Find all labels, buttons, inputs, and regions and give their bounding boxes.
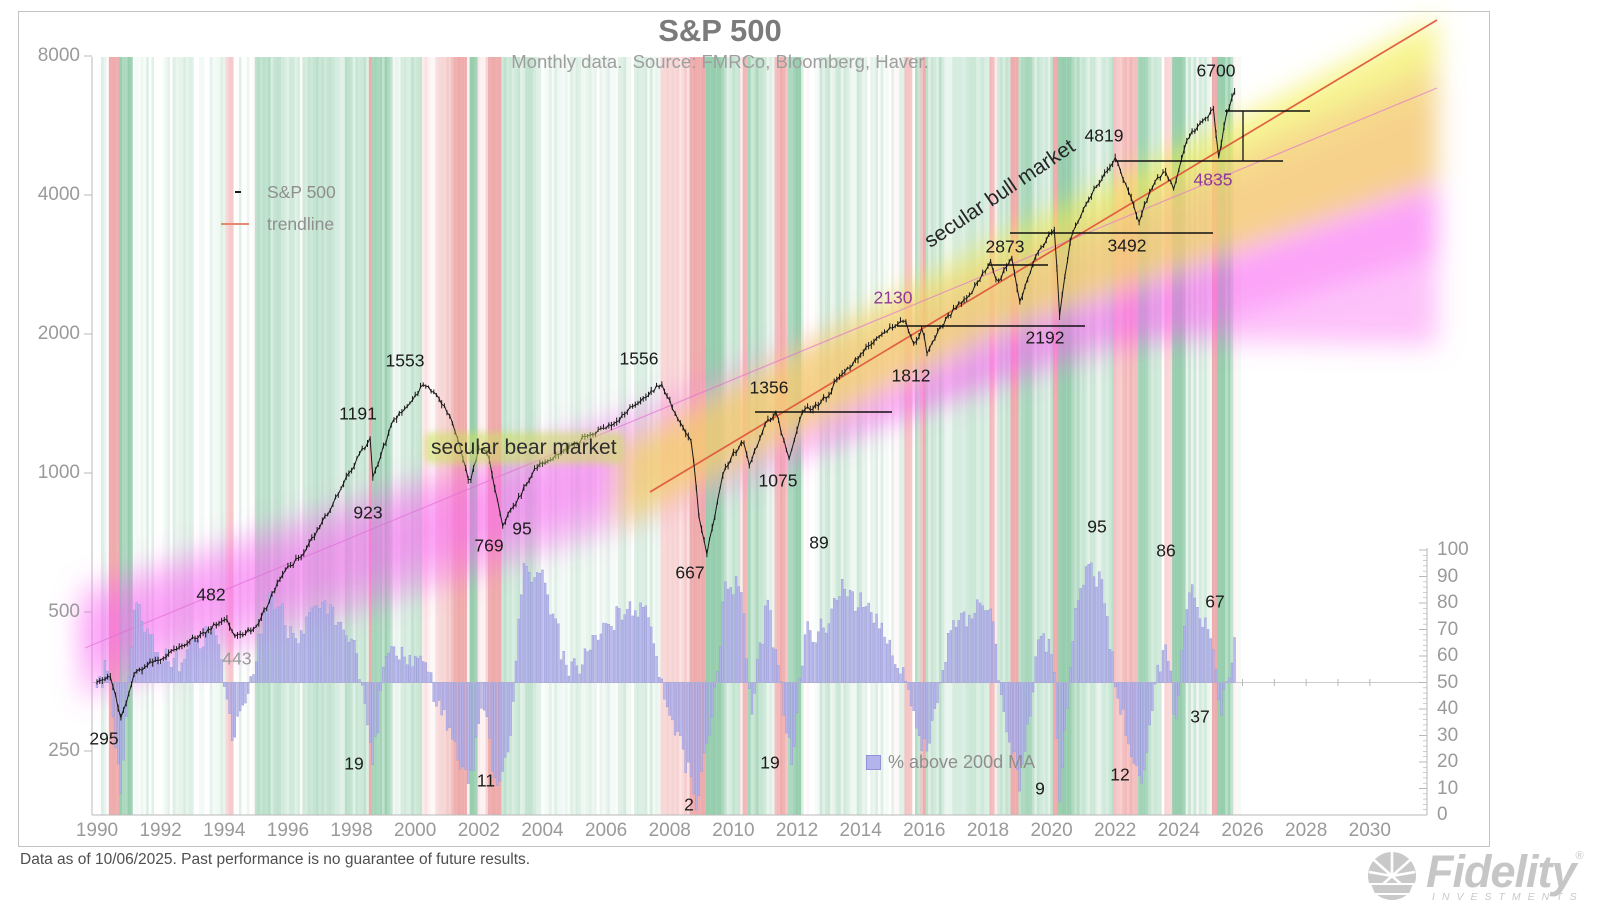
annotation-12: 12 xyxy=(1110,764,1130,785)
x-axis-tick-label: 2000 xyxy=(394,820,437,841)
secular-bear-market-label: secular bear market xyxy=(428,436,620,460)
legend: S&P 500 trendline xyxy=(221,176,336,240)
x-axis-tick-label: 2030 xyxy=(1348,820,1391,841)
annotation-1191: 1191 xyxy=(339,403,377,424)
pct-axis-tick-label: 90 xyxy=(1437,565,1459,587)
annotation-769: 769 xyxy=(474,535,504,556)
x-axis-tick-label: 2016 xyxy=(903,820,946,841)
annotation-95: 95 xyxy=(1087,516,1107,537)
annotation-9: 9 xyxy=(1035,778,1045,799)
annotation-2192: 2192 xyxy=(1025,327,1065,348)
x-axis-tick-label: 1992 xyxy=(139,820,182,841)
pct-axis-tick-label: 10 xyxy=(1437,777,1459,799)
pct-axis-tick-label: 0 xyxy=(1437,804,1448,825)
x-axis-tick-label: 2004 xyxy=(521,820,564,841)
legend-label-sp500: S&P 500 xyxy=(267,181,336,202)
pct-axis-tick-label: 100 xyxy=(1437,539,1469,560)
annotation-67: 67 xyxy=(1205,591,1225,612)
price-axis-tick-label: 1000 xyxy=(37,462,80,483)
chart-subtitle: Monthly data. Source: FMRCo, Bloomberg, … xyxy=(511,51,929,72)
annotation-37: 37 xyxy=(1190,706,1210,727)
pct-axis-tick-label: 40 xyxy=(1437,698,1459,719)
pct-axis-tick-label: 20 xyxy=(1437,751,1459,772)
annotation-295: 295 xyxy=(89,728,119,749)
x-axis-tick-label: 1994 xyxy=(203,820,246,841)
bar-legend-swatch-icon xyxy=(866,755,881,770)
legend-row-trendline: trendline xyxy=(221,208,336,240)
price-axis-tick-label: 250 xyxy=(48,740,80,761)
x-axis-tick-label: 2006 xyxy=(584,820,628,841)
annotation-1356: 1356 xyxy=(749,377,789,398)
price-axis-tick-label: 500 xyxy=(48,601,80,622)
x-axis-tick-label: 2010 xyxy=(712,820,755,841)
pct-axis-tick-label: 60 xyxy=(1437,645,1459,666)
trendline-marker-icon xyxy=(221,222,249,226)
registered-mark: ® xyxy=(1575,850,1584,862)
annotation-443: 443 xyxy=(222,648,252,669)
x-axis-tick-label: 2018 xyxy=(966,820,1010,841)
annotation-6700: 6700 xyxy=(1196,60,1236,81)
x-axis-tick-label: 2020 xyxy=(1030,820,1073,841)
annotation-2873: 2873 xyxy=(985,236,1025,257)
x-axis-tick-label: 2012 xyxy=(775,820,819,841)
bar-legend: % above 200d MA xyxy=(866,752,1035,773)
footnote: Data as of 10/06/2025. Past performance … xyxy=(20,851,531,868)
annotation-667: 667 xyxy=(675,562,705,583)
annotation-1556: 1556 xyxy=(619,348,659,369)
x-axis-tick-label: 1996 xyxy=(266,820,310,841)
annotation-19: 19 xyxy=(760,752,780,773)
annotation-3492: 3492 xyxy=(1107,235,1147,256)
price-axis-tick-label: 8000 xyxy=(37,45,80,66)
fidelity-pyramid-icon xyxy=(1368,852,1416,900)
fidelity-wordmark: Fidelity xyxy=(1426,846,1577,897)
annotation-11: 11 xyxy=(476,770,496,791)
chart-title: S&P 500 xyxy=(658,13,782,48)
bar-legend-label: % above 200d MA xyxy=(888,752,1036,772)
annotation-4835: 4835 xyxy=(1193,169,1233,190)
annotation-482: 482 xyxy=(196,584,226,605)
annotation-2130: 2130 xyxy=(873,287,913,308)
annotation-95: 95 xyxy=(512,518,532,539)
price-axis-tick-label: 4000 xyxy=(37,184,80,205)
x-axis-tick-label: 2026 xyxy=(1221,820,1264,841)
annotation-1553: 1553 xyxy=(385,350,425,371)
x-axis-tick-label: 2022 xyxy=(1094,820,1137,841)
annotation-923: 923 xyxy=(353,502,383,523)
x-axis-tick-label: 1990 xyxy=(75,820,119,841)
annotation-4819: 4819 xyxy=(1084,125,1124,146)
pct-axis-tick-label: 70 xyxy=(1437,618,1459,640)
x-axis-tick-label: 2008 xyxy=(648,820,691,841)
x-axis-tick-label: 2028 xyxy=(1285,820,1328,841)
annotation-2: 2 xyxy=(684,794,694,815)
x-axis-tick-label: 2002 xyxy=(457,820,500,841)
annotation-86: 86 xyxy=(1156,540,1176,561)
legend-row-sp500: S&P 500 xyxy=(221,176,336,208)
pct-axis-tick-label: 80 xyxy=(1437,592,1459,613)
annotation-19: 19 xyxy=(344,753,364,774)
x-axis-tick-label: 1998 xyxy=(330,820,373,841)
x-axis-tick-label: 2014 xyxy=(839,820,882,841)
x-axis-tick-label: 2024 xyxy=(1157,820,1201,841)
fidelity-logo: Fidelity® INVESTMENTS xyxy=(1366,849,1584,903)
annotation-1075: 1075 xyxy=(758,470,798,491)
annotation-89: 89 xyxy=(809,532,829,553)
fidelity-investments-label: INVESTMENTS xyxy=(1431,891,1584,903)
pct-axis-tick-label: 30 xyxy=(1437,724,1459,746)
price-axis-tick-label: 2000 xyxy=(37,323,80,344)
sp500-series-marker-icon xyxy=(235,190,241,194)
legend-label-trendline: trendline xyxy=(267,213,335,234)
pct-axis-tick-label: 50 xyxy=(1437,671,1459,693)
annotation-1812: 1812 xyxy=(891,365,931,386)
